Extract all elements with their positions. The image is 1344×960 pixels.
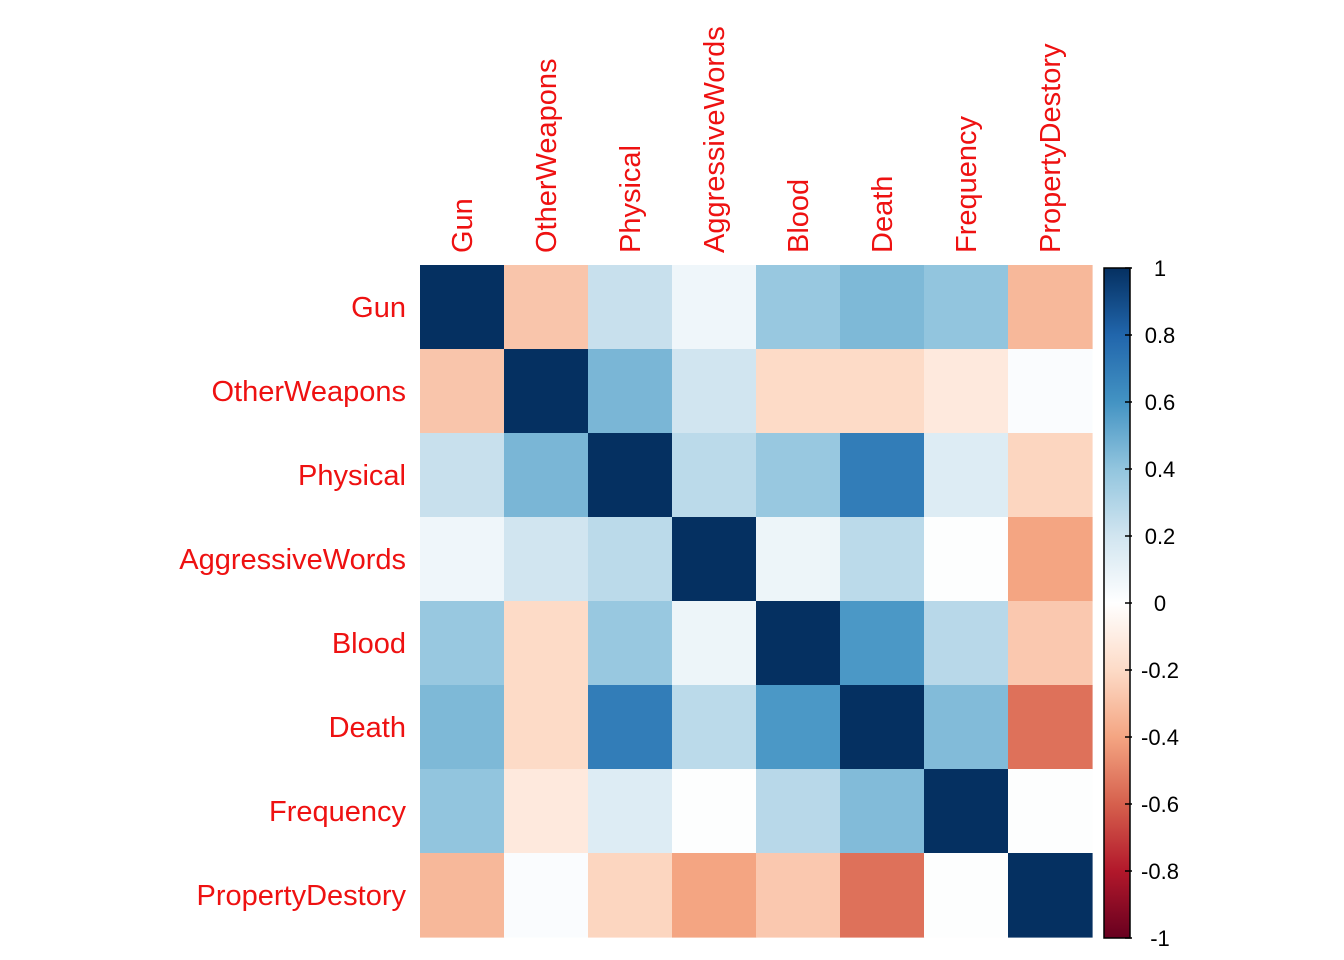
column-label-propertydestory: PropertyDestory bbox=[1035, 43, 1067, 253]
colorbar-tick-label: -0.6 bbox=[1141, 792, 1179, 817]
column-label-gun: Gun bbox=[447, 198, 479, 253]
heatmap-cell-propertydestory-death bbox=[840, 853, 925, 938]
colorbar-tick-label: 0.6 bbox=[1145, 390, 1176, 415]
heatmap-cell-frequency-blood bbox=[756, 769, 841, 854]
heatmap-cell-death-frequency bbox=[924, 685, 1009, 770]
heatmap-cell-frequency-otherweapons bbox=[504, 769, 589, 854]
heatmap-cell-blood-death bbox=[840, 601, 925, 686]
heatmap-cell-blood-otherweapons bbox=[504, 601, 589, 686]
heatmap-cell-frequency-frequency bbox=[924, 769, 1009, 854]
heatmap-cell-otherweapons-otherweapons bbox=[504, 349, 589, 434]
heatmap-cell-gun-otherweapons bbox=[504, 265, 589, 350]
heatmap-cell-otherweapons-blood bbox=[756, 349, 841, 434]
heatmap-cell-physical-death bbox=[840, 433, 925, 518]
heatmap-cell-blood-frequency bbox=[924, 601, 1009, 686]
heatmap-cell-aggressivewords-blood bbox=[756, 517, 841, 602]
row-label-otherweapons: OtherWeapons bbox=[211, 376, 406, 408]
heatmap-cell-gun-aggressivewords bbox=[672, 265, 757, 350]
heatmap-cells bbox=[420, 265, 1093, 938]
heatmap-cell-aggressivewords-gun bbox=[420, 517, 505, 602]
row-label-blood: Blood bbox=[332, 628, 406, 660]
heatmap-cell-propertydestory-frequency bbox=[924, 853, 1009, 938]
heatmap-cell-aggressivewords-frequency bbox=[924, 517, 1009, 602]
heatmap-cell-propertydestory-aggressivewords bbox=[672, 853, 757, 938]
heatmap-cell-frequency-death bbox=[840, 769, 925, 854]
column-labels: Gun OtherWeapons Physical AggressiveWords Bl… bbox=[447, 26, 1067, 253]
heatmap-cell-physical-otherweapons bbox=[504, 433, 589, 518]
column-label-aggressivewords: AggressiveWords bbox=[699, 26, 731, 253]
heatmap-cell-gun-frequency bbox=[924, 265, 1009, 350]
heatmap-cell-blood-propertydestory bbox=[1008, 601, 1093, 686]
column-label-otherweapons: OtherWeapons bbox=[531, 58, 563, 253]
row-label-death: Death bbox=[329, 712, 406, 744]
heatmap-cell-frequency-propertydestory bbox=[1008, 769, 1093, 854]
heatmap-cell-otherweapons-propertydestory bbox=[1008, 349, 1093, 434]
heatmap-cell-propertydestory-gun bbox=[420, 853, 505, 938]
heatmap-cell-frequency-physical bbox=[588, 769, 673, 854]
colorbar-tick-label: 0.8 bbox=[1145, 323, 1176, 348]
heatmap-cell-aggressivewords-physical bbox=[588, 517, 673, 602]
row-label-aggressivewords: AggressiveWords bbox=[179, 544, 406, 576]
heatmap-cell-blood-aggressivewords bbox=[672, 601, 757, 686]
heatmap-cell-blood-physical bbox=[588, 601, 673, 686]
heatmap-cell-otherweapons-aggressivewords bbox=[672, 349, 757, 434]
heatmap-cell-otherweapons-death bbox=[840, 349, 925, 434]
heatmap-cell-blood-gun bbox=[420, 601, 505, 686]
heatmap-cell-otherweapons-physical bbox=[588, 349, 673, 434]
heatmap-cell-gun-death bbox=[840, 265, 925, 350]
heatmap-cell-propertydestory-otherweapons bbox=[504, 853, 589, 938]
heatmap-cell-propertydestory-blood bbox=[756, 853, 841, 938]
colorbar-tick-label: 0.2 bbox=[1145, 524, 1176, 549]
heatmap-cell-frequency-gun bbox=[420, 769, 505, 854]
colorbar-tick-label: -0.4 bbox=[1141, 725, 1179, 750]
colorbar-tick-label: 0.4 bbox=[1145, 457, 1176, 482]
row-label-physical: Physical bbox=[298, 460, 406, 492]
heatmap-cell-physical-frequency bbox=[924, 433, 1009, 518]
heatmap-cell-physical-physical bbox=[588, 433, 673, 518]
heatmap-cell-death-otherweapons bbox=[504, 685, 589, 770]
heatmap-cell-death-propertydestory bbox=[1008, 685, 1093, 770]
heatmap-cell-propertydestory-propertydestory bbox=[1008, 853, 1093, 938]
colorbar-tick-label: -0.2 bbox=[1141, 658, 1179, 683]
heatmap-cell-death-physical bbox=[588, 685, 673, 770]
colorbar-tick-label: 0 bbox=[1154, 591, 1166, 616]
heatmap-cell-aggressivewords-aggressivewords bbox=[672, 517, 757, 602]
row-label-propertydestory: PropertyDestory bbox=[196, 880, 406, 912]
row-label-frequency: Frequency bbox=[269, 796, 407, 828]
heatmap-cell-gun-blood bbox=[756, 265, 841, 350]
heatmap-cell-death-blood bbox=[756, 685, 841, 770]
heatmap-cell-gun-gun bbox=[420, 265, 505, 350]
heatmap-cell-physical-propertydestory bbox=[1008, 433, 1093, 518]
colorbar-tick-label: -1 bbox=[1150, 926, 1170, 951]
column-label-death: Death bbox=[867, 176, 899, 253]
colorbar-tick-label: 1 bbox=[1154, 256, 1166, 281]
heatmap-cell-aggressivewords-propertydestory bbox=[1008, 517, 1093, 602]
heatmap-cell-death-aggressivewords bbox=[672, 685, 757, 770]
column-label-physical: Physical bbox=[615, 145, 647, 253]
heatmap-cell-physical-blood bbox=[756, 433, 841, 518]
heatmap-cell-blood-blood bbox=[756, 601, 841, 686]
heatmap-cell-death-gun bbox=[420, 685, 505, 770]
heatmap-cell-aggressivewords-otherweapons bbox=[504, 517, 589, 602]
column-label-frequency: Frequency bbox=[951, 115, 983, 253]
colorbar: 1 0.8 0.6 0.4 0.2 0 -0.2 -0.4 -0.6 -0.8 -1 bbox=[1103, 256, 1179, 951]
row-labels: Gun OtherWeapons Physical AggressiveWords Bl… bbox=[179, 292, 406, 912]
heatmap-cell-otherweapons-gun bbox=[420, 349, 505, 434]
colorbar-tick-label: -0.8 bbox=[1141, 859, 1179, 884]
heatmap-cell-physical-gun bbox=[420, 433, 505, 518]
heatmap-cell-gun-physical bbox=[588, 265, 673, 350]
row-label-gun: Gun bbox=[351, 292, 406, 324]
heatmap-cell-physical-aggressivewords bbox=[672, 433, 757, 518]
heatmap-cell-aggressivewords-death bbox=[840, 517, 925, 602]
column-label-blood: Blood bbox=[783, 179, 815, 253]
heatmap-cell-propertydestory-physical bbox=[588, 853, 673, 938]
heatmap-cell-frequency-aggressivewords bbox=[672, 769, 757, 854]
heatmap-cell-otherweapons-frequency bbox=[924, 349, 1009, 434]
heatmap-cell-gun-propertydestory bbox=[1008, 265, 1093, 350]
heatmap-cell-death-death bbox=[840, 685, 925, 770]
